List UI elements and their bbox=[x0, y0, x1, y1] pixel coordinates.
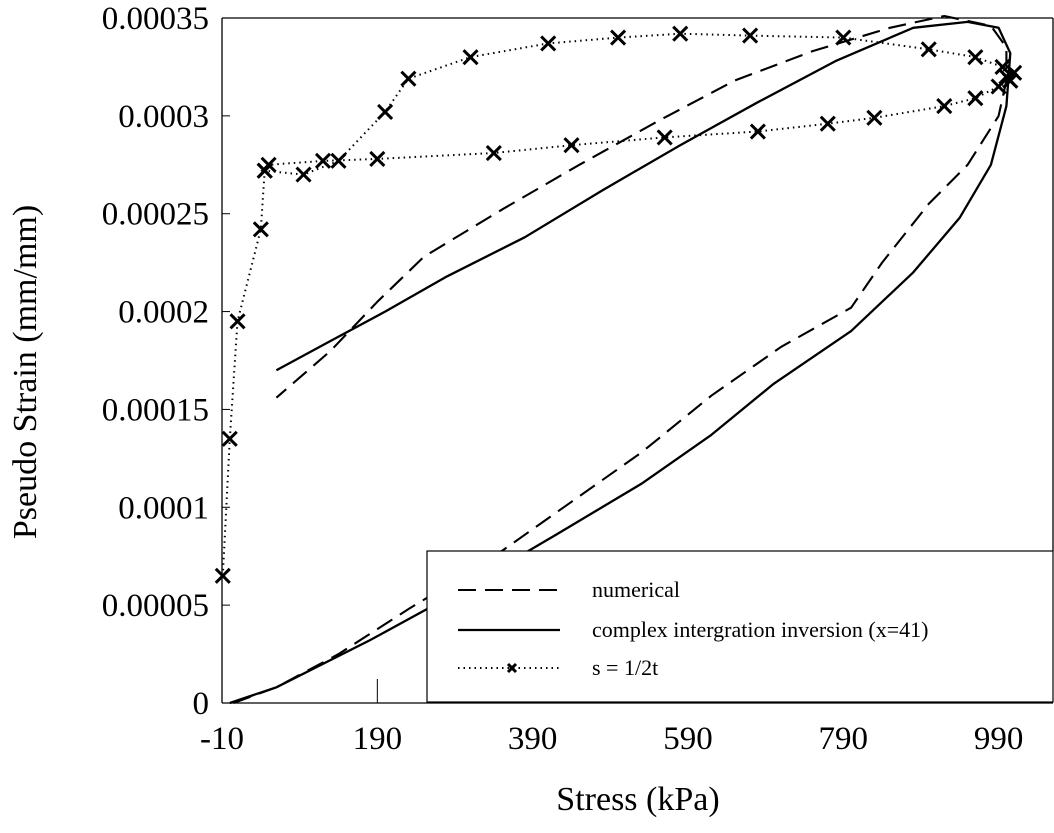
x-marker-stroke bbox=[214, 567, 231, 584]
legend-item-1: numerical bbox=[458, 577, 680, 602]
x-marker-stroke bbox=[369, 150, 386, 167]
data-point bbox=[819, 115, 836, 132]
data-point bbox=[400, 70, 417, 87]
data-point bbox=[314, 152, 332, 169]
x-marker-stroke bbox=[967, 49, 984, 66]
legend: numerical complex intergration inversion … bbox=[426, 550, 1054, 703]
data-point bbox=[835, 29, 852, 46]
data-point bbox=[377, 103, 394, 121]
data-point bbox=[256, 162, 273, 179]
x-marker-stroke bbox=[819, 115, 836, 132]
x-tick-label: -10 bbox=[200, 721, 244, 757]
x-marker-stroke bbox=[400, 70, 417, 87]
data-point bbox=[462, 49, 479, 66]
y-tick-label: 0.0003 bbox=[118, 99, 209, 135]
x-marker-stroke bbox=[314, 152, 332, 169]
data-point bbox=[994, 58, 1011, 75]
x-marker-stroke bbox=[485, 144, 502, 162]
legend-marker bbox=[506, 662, 518, 674]
data-point bbox=[221, 430, 238, 447]
data-point bbox=[749, 123, 766, 140]
y-tick-label: 0.00035 bbox=[102, 1, 209, 37]
data-point bbox=[610, 29, 627, 46]
data-point bbox=[369, 150, 386, 167]
x-marker-stroke bbox=[672, 25, 689, 42]
data-point bbox=[1002, 72, 1019, 89]
data-point bbox=[1006, 64, 1023, 81]
data-point bbox=[214, 567, 231, 584]
legend-label: complex intergration inversion (x=41) bbox=[592, 617, 928, 642]
x-marker-stroke bbox=[377, 103, 394, 121]
data-point bbox=[540, 35, 557, 52]
x-marker-stroke bbox=[835, 29, 852, 46]
y-tick-label: 0.00005 bbox=[102, 588, 209, 624]
x-marker-stroke bbox=[330, 152, 347, 169]
data-point bbox=[485, 144, 502, 162]
x-marker-stroke bbox=[920, 41, 937, 58]
x-marker-stroke bbox=[1006, 64, 1023, 81]
series-line bbox=[233, 14, 1008, 704]
data-point bbox=[967, 49, 984, 66]
x-tick-label: 590 bbox=[663, 721, 713, 757]
legend-label: s = 1/2t bbox=[592, 655, 658, 680]
y-tick-label: 0.0002 bbox=[118, 295, 209, 331]
y-tick-label: 0.00025 bbox=[102, 197, 209, 233]
data-point bbox=[990, 78, 1007, 95]
x-marker-stroke bbox=[221, 430, 238, 447]
data-point bbox=[742, 27, 759, 44]
x-marker-stroke bbox=[742, 27, 759, 44]
legend-item-2: complex intergration inversion (x=41) bbox=[458, 617, 928, 642]
x-tick-label: 990 bbox=[974, 721, 1024, 757]
x-marker-stroke bbox=[610, 29, 627, 46]
x-marker-stroke bbox=[252, 221, 269, 238]
legend-box bbox=[426, 550, 1054, 703]
series-1 bbox=[233, 14, 1008, 704]
legend-label: numerical bbox=[592, 577, 680, 602]
x-marker-stroke bbox=[967, 90, 984, 107]
x-tick-label: 790 bbox=[819, 721, 869, 757]
x-marker-stroke bbox=[656, 129, 673, 146]
data-point bbox=[866, 109, 883, 126]
y-tick-label: 0.0001 bbox=[118, 490, 209, 526]
x-tick-label: 190 bbox=[353, 721, 403, 757]
data-point bbox=[295, 166, 312, 183]
y-tick-label: 0.00015 bbox=[102, 392, 209, 428]
data-point bbox=[920, 41, 937, 58]
y-tick-label: 0 bbox=[193, 686, 210, 722]
x-marker-stroke bbox=[866, 109, 883, 126]
series-layer bbox=[214, 14, 1023, 705]
y-axis-label: Pseudo Strain (mm/mm) bbox=[7, 205, 44, 539]
x-marker-stroke bbox=[229, 313, 246, 330]
x-marker-stroke bbox=[749, 123, 766, 140]
data-point bbox=[330, 152, 347, 169]
data-point bbox=[563, 137, 580, 154]
data-point bbox=[936, 98, 953, 115]
ticks-layer: -10 190 390 590 790 990 0 0.00005 0.0001 0.00015 0… bbox=[102, 1, 1024, 757]
legend-items: numerical complex intergration inversion … bbox=[458, 577, 928, 680]
legend-item-3: s = 1/2t bbox=[458, 655, 658, 680]
x-marker-stroke bbox=[563, 137, 580, 154]
data-point bbox=[656, 129, 673, 146]
x-marker-stroke bbox=[990, 78, 1007, 95]
data-point bbox=[252, 221, 269, 238]
x-axis-label: Stress (kPa) bbox=[556, 781, 719, 818]
x-tick-label: 390 bbox=[508, 721, 558, 757]
x-marker-stroke bbox=[295, 166, 312, 183]
x-marker-stroke bbox=[1002, 72, 1019, 89]
x-marker-stroke bbox=[506, 662, 518, 674]
x-marker-stroke bbox=[540, 35, 557, 52]
x-marker-stroke bbox=[936, 98, 953, 115]
x-marker-stroke bbox=[462, 49, 479, 66]
data-point bbox=[967, 90, 984, 107]
x-marker-stroke bbox=[256, 162, 273, 179]
series-3 bbox=[214, 25, 1023, 584]
data-point bbox=[672, 25, 689, 42]
x-marker-stroke bbox=[994, 58, 1011, 75]
axes-layer bbox=[221, 17, 1054, 704]
data-point bbox=[229, 313, 246, 330]
